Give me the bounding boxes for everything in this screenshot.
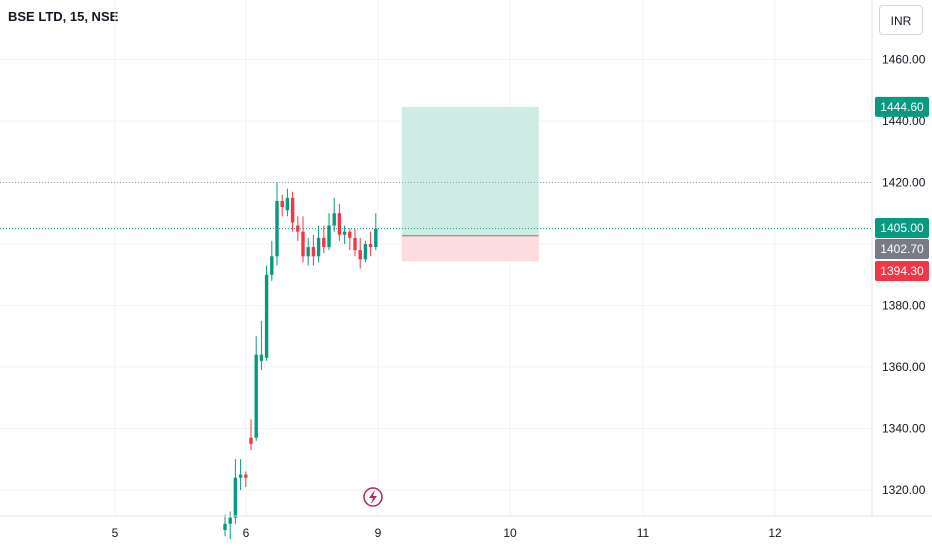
price-lines (0, 182, 872, 230)
candle (342, 225, 347, 244)
price-badge-bg (875, 218, 929, 238)
candle-body (233, 477, 238, 518)
candle (368, 231, 373, 257)
candle (244, 471, 248, 487)
lightning-icon-bolt (369, 490, 377, 504)
y-tick-label: 1440.00 (882, 114, 926, 128)
candle (374, 213, 378, 251)
candle-body (353, 237, 357, 251)
price-badge-label: 1405.00 (880, 221, 924, 235)
candles (223, 182, 378, 540)
candle-body (259, 354, 264, 361)
candle-body (264, 274, 269, 358)
candle (301, 216, 305, 263)
candle (280, 194, 284, 217)
currency-button[interactable]: INR (879, 5, 923, 35)
candle-body (223, 523, 227, 530)
candle-body (275, 200, 279, 257)
y-tick-label: 1360.00 (882, 360, 926, 374)
price-badge: 1402.70 (875, 239, 929, 259)
y-tick-label: 1420.00 (882, 176, 926, 190)
candle (327, 213, 331, 251)
candle (285, 188, 290, 217)
candle (306, 237, 310, 266)
candle (249, 419, 253, 451)
y-tick-label: 1340.00 (882, 422, 926, 436)
candle-body (270, 256, 274, 275)
price-badge: 1444.60 (875, 96, 929, 117)
candle-body (368, 244, 373, 248)
candle-body (374, 228, 378, 248)
candle (337, 204, 342, 241)
price-badges: 1444.60 1405.00 1402.70 1394.30 (875, 96, 929, 281)
candle-body (337, 213, 342, 235)
candle-body (348, 231, 352, 238)
candle-body (238, 474, 243, 478)
candle (233, 459, 238, 524)
candle (259, 320, 264, 371)
y-tick-label: 1460.00 (882, 53, 926, 67)
lightning-icon[interactable] (363, 487, 383, 507)
position-zones (401, 106, 539, 262)
candle-body (254, 354, 258, 438)
price-badge-bg (875, 239, 929, 259)
y-tick-label: 1380.00 (882, 299, 926, 313)
candle-body (322, 237, 326, 248)
candle (353, 228, 357, 257)
price-badge: 1394.30 (875, 261, 929, 281)
candle (223, 514, 227, 537)
candle-body (228, 517, 232, 524)
chart-title: BSE LTD, 15, NSE (8, 9, 119, 24)
price-badge-bg (875, 96, 929, 117)
candle-body (332, 213, 336, 226)
candle (290, 191, 295, 232)
candle (264, 265, 269, 361)
price-badge-bg (875, 261, 929, 281)
candle (311, 234, 316, 266)
candle-body (244, 474, 248, 478)
x-tick-label: 11 (637, 526, 650, 540)
candle-body (363, 244, 368, 260)
x-tick-label: 9 (375, 526, 382, 540)
candle (358, 237, 362, 269)
candle (322, 225, 326, 254)
candle (238, 459, 243, 490)
candle-body (306, 247, 310, 257)
candle-body (290, 197, 295, 223)
candle (363, 240, 368, 263)
candle (348, 228, 352, 251)
price-badge-label: 1402.70 (880, 242, 924, 256)
price-badge-label: 1444.60 (880, 100, 924, 114)
candle-body (285, 197, 290, 211)
y-tick-label: 1320.00 (882, 483, 926, 497)
candle-body (316, 237, 321, 257)
candle-body (296, 225, 300, 232)
candle (254, 336, 258, 441)
candle (270, 240, 274, 281)
target-zone (401, 106, 539, 236)
candle (275, 182, 279, 266)
candle-body (358, 250, 362, 260)
stop-zone (401, 235, 539, 262)
candle (316, 225, 321, 263)
x-tick-label: 6 (243, 526, 250, 540)
candle (296, 216, 300, 241)
price-badge: 1405.00 (875, 218, 929, 238)
markers (363, 487, 383, 507)
x-tick-label: 10 (503, 526, 517, 540)
price-badge-label: 1394.30 (880, 264, 924, 278)
candle-body (327, 225, 331, 248)
candle-body (311, 247, 316, 257)
candle (332, 197, 336, 232)
x-tick-label: 5 (112, 526, 119, 540)
candle-body (249, 437, 253, 444)
candle-body (342, 231, 347, 235)
candle-body (301, 231, 305, 257)
x-tick-label: 12 (768, 526, 782, 540)
candle-body (280, 200, 284, 208)
